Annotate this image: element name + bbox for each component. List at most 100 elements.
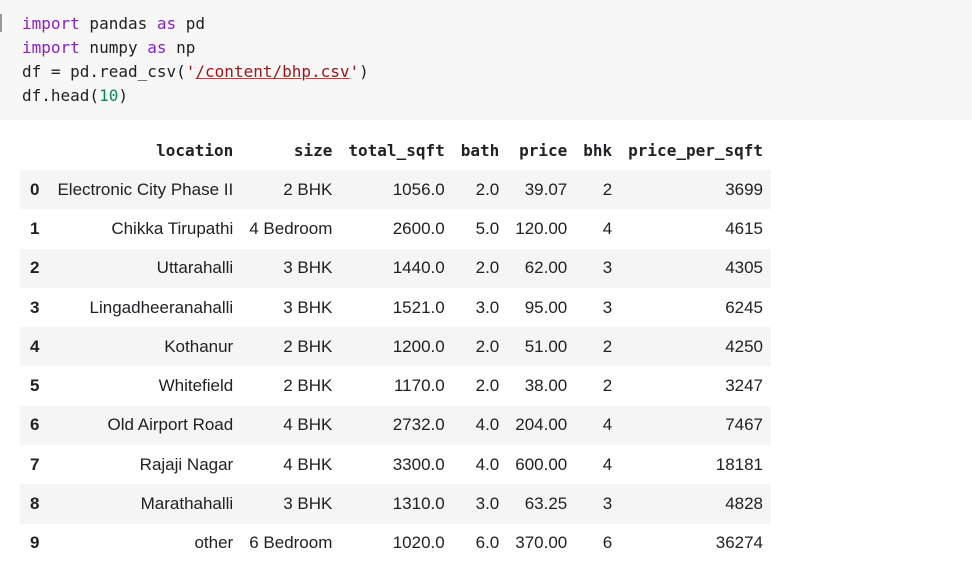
table-cell: 3 BHK <box>283 297 333 317</box>
table-cell: 4 BHK <box>283 454 333 474</box>
number-literal: 10 <box>99 86 119 105</box>
table-cell: 600.00 <box>515 454 568 474</box>
table-cell: Electronic City Phase II <box>57 179 234 199</box>
table-cell: 6.0 <box>475 533 500 553</box>
table-cell: 6245 <box>725 297 764 317</box>
code-line: import numpy as np <box>22 36 369 60</box>
table-cell: Old Airport Road <box>107 415 234 435</box>
row-index: 1 <box>30 218 40 238</box>
file-path-string: /content/bhp.csv <box>195 62 350 81</box>
table-cell: 63.25 <box>524 494 568 514</box>
table-cell: 4828 <box>725 494 764 514</box>
table-cell: Uttarahalli <box>156 258 234 278</box>
row-index: 4 <box>30 336 40 356</box>
table-cell: 4 <box>602 454 613 474</box>
table-cell: 2 BHK <box>283 336 333 356</box>
code-text: ) <box>359 62 369 81</box>
row-index: 0 <box>30 179 40 199</box>
column-header: price <box>519 141 568 160</box>
code-line: import pandas as pd <box>22 12 369 36</box>
column-header: size <box>293 141 333 160</box>
code-editor[interactable]: import pandas as pd import numpy as np df … <box>22 12 369 108</box>
row-index: 5 <box>30 376 40 396</box>
table-cell: 4 BHK <box>283 415 333 435</box>
table-row: 9 other 6 Bedroom 1020.0 6.0 370.00 6 36274 <box>20 523 772 563</box>
row-index: 2 <box>30 258 40 278</box>
table-cell: 7467 <box>725 415 764 435</box>
table-cell: 2600.0 <box>392 218 445 238</box>
table-cell: 3699 <box>725 179 764 199</box>
table-cell: 3 BHK <box>283 494 333 514</box>
table-cell: 39.07 <box>524 179 568 199</box>
column-header: price_per_sqft <box>628 141 764 160</box>
table-cell: 38.00 <box>524 376 568 396</box>
row-index: 9 <box>30 533 40 553</box>
keyword: import <box>22 38 80 57</box>
table-cell: Marathahalli <box>140 494 234 514</box>
keyword: as <box>147 38 167 57</box>
code-text: np <box>166 38 196 57</box>
code-text: df = pd.read_csv( <box>22 62 186 81</box>
code-cell[interactable]: import pandas as pd import numpy as np df … <box>0 0 972 120</box>
table-row: 2 Uttarahalli 3 BHK 1440.0 2.0 62.00 3 4305 <box>20 248 772 288</box>
code-text: pd <box>176 14 206 33</box>
table-cell: 3 BHK <box>283 258 333 278</box>
table-cell: 6 <box>602 533 613 553</box>
table-cell: 3 <box>602 494 613 514</box>
table-header-row: location size total_sqft bath price bhk … <box>20 131 772 170</box>
row-index: 7 <box>30 454 40 474</box>
column-header: bath <box>460 141 500 160</box>
keyword: as <box>156 14 177 33</box>
table-cell: 2 BHK <box>283 179 333 199</box>
cell-focus-indicator <box>0 14 2 32</box>
table-cell: 3.0 <box>475 494 500 514</box>
table-cell: 3300.0 <box>392 454 445 474</box>
table-cell: 1440.0 <box>392 258 445 278</box>
table-cell: 1056.0 <box>392 179 445 199</box>
table-cell: 1170.0 <box>393 376 445 396</box>
table-cell: 36274 <box>715 533 764 553</box>
table-cell: 62.00 <box>524 258 568 278</box>
keyword: import <box>22 14 80 33</box>
column-header: bhk <box>583 141 613 160</box>
table-cell: 18181 <box>715 454 764 474</box>
table-cell: Chikka Tirupathi <box>111 218 234 238</box>
table-cell: 2.0 <box>475 376 500 396</box>
code-line: df.head(10) <box>22 84 369 108</box>
table-cell: Rajaji Nagar <box>139 454 234 474</box>
table-cell: 2.0 <box>475 336 500 356</box>
table-cell: Kothanur <box>164 336 234 356</box>
table-cell: 4250 <box>725 336 764 356</box>
table-cell: 370.00 <box>515 533 568 553</box>
table-row: 1 Chikka Tirupathi 4 Bedroom 2600.0 5.0 120.0… <box>20 209 772 249</box>
table-cell: 6 Bedroom <box>249 533 333 553</box>
table-cell: Whitefield <box>158 376 234 396</box>
table-cell: 2 <box>602 336 613 356</box>
row-index: 6 <box>30 415 40 435</box>
table-row: 6 Old Airport Road 4 BHK 2732.0 4.0 204.00 4 74… <box>20 405 772 446</box>
table-cell: 5.0 <box>475 218 500 238</box>
table-cell: 1310.0 <box>392 494 445 514</box>
row-index: 8 <box>30 494 40 514</box>
column-header <box>20 131 49 170</box>
table-cell: 4 <box>602 218 613 238</box>
table-cell: 204.00 <box>515 415 568 435</box>
table-row: 8 Marathahalli 3 BHK 1310.0 3.0 63.25 3 4828 <box>20 484 772 524</box>
table-cell: 2 BHK <box>283 376 333 396</box>
table-body: 0 Electronic City Phase II 2 BHK 1056.0 2.0 3… <box>20 170 772 563</box>
code-line: df = pd.read_csv('/content/bhp.csv') <box>22 60 369 84</box>
table-cell: other <box>194 533 234 553</box>
table-cell: 51.00 <box>524 336 568 356</box>
table-cell: 4305 <box>725 258 764 278</box>
table-cell: 4 Bedroom <box>249 218 333 238</box>
table-cell: 2 <box>602 376 613 396</box>
table-cell: 3.0 <box>475 297 500 317</box>
code-text: pandas <box>79 14 157 33</box>
table-cell: 95.00 <box>524 297 568 317</box>
table-cell: 3247 <box>725 376 764 396</box>
table-cell: 3 <box>602 258 613 278</box>
table-cell: 120.00 <box>515 218 568 238</box>
column-header: location <box>156 141 234 160</box>
code-text: ) <box>118 86 128 105</box>
code-text: numpy <box>79 38 148 57</box>
